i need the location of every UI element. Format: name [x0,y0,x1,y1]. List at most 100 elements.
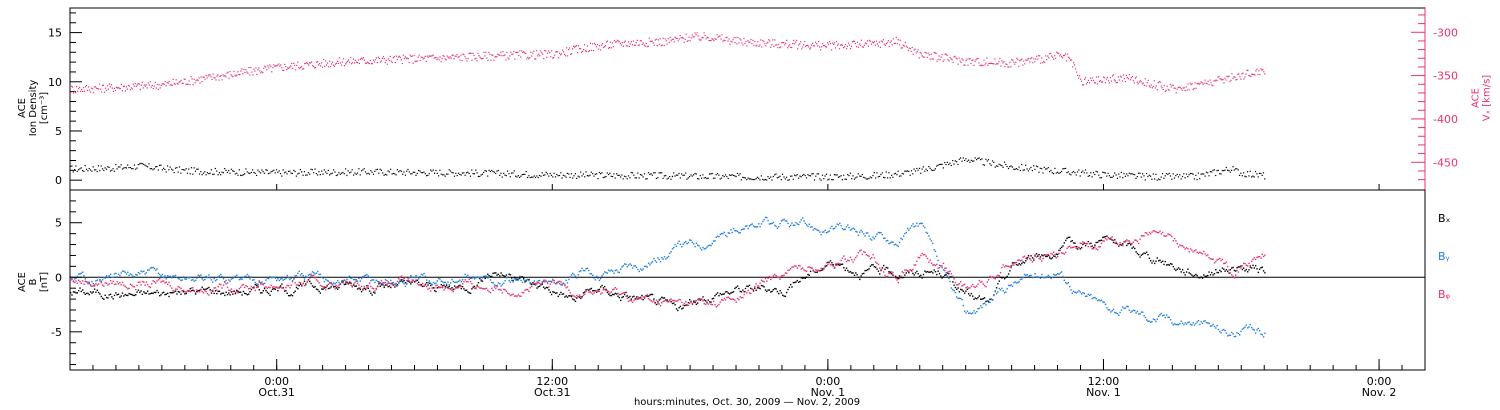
data-point [374,281,376,284]
data-point [271,276,274,279]
data-point [593,292,595,294]
data-point [533,282,535,285]
data-point [915,52,917,54]
data-point [272,67,274,69]
data-point [1205,322,1208,324]
data-point [79,273,81,275]
data-point [418,281,420,283]
data-point [151,292,153,294]
data-point [465,289,468,291]
data-point [766,290,768,293]
data-point [553,172,555,174]
data-point [767,41,769,43]
data-point [177,285,179,288]
data-point [919,52,921,54]
data-point [584,291,586,293]
data-point [440,283,442,286]
data-point [1191,274,1193,276]
data-point [794,265,796,267]
data-point [894,275,897,278]
data-point [1076,291,1079,293]
data-point [112,298,114,300]
data-point [1118,79,1120,81]
data-point [728,174,731,176]
data-point [838,48,841,50]
data-point [157,279,160,281]
data-point [168,81,170,83]
data-point [758,287,760,289]
data-point [633,299,635,302]
data-point [758,45,760,47]
data-point [389,55,391,57]
data-point [273,286,275,288]
data-point [501,55,503,57]
data-point [555,51,557,53]
data-point [708,39,710,41]
data-point [1213,80,1215,82]
data-point [136,84,138,86]
data-point [105,296,108,299]
data-point [638,270,640,273]
data-point [953,163,955,165]
data-point [84,86,87,88]
data-point [295,175,297,177]
data-point [1086,295,1088,297]
data-point [734,299,736,301]
data-point [507,292,509,294]
data-point [417,56,419,58]
data-point [220,293,222,295]
data-point [1014,168,1016,170]
data-point [372,173,375,175]
data-point [990,276,992,279]
data-point [135,273,137,276]
data-point [1251,260,1253,263]
data-point [968,287,970,289]
data-point [1189,248,1192,250]
data-point [165,281,167,283]
data-point [768,177,770,179]
data-point [366,173,368,175]
data-point [434,290,436,292]
data-point [1178,86,1180,88]
data-point [424,284,427,286]
data-point [981,298,983,300]
data-point [279,65,281,67]
data-point [313,172,315,174]
data-point [823,231,825,233]
data-point [1009,61,1011,63]
data-point [1022,256,1024,258]
data-point [548,289,550,291]
data-point [411,55,413,57]
data-point [968,58,970,60]
data-point [256,283,258,285]
data-point [673,172,675,174]
data-point [228,289,230,291]
data-point [827,261,829,263]
data-point [916,167,918,170]
data-point [1134,239,1136,241]
data-point [1165,173,1168,175]
data-point [144,273,146,275]
data-point [292,67,294,70]
data-point [1084,295,1087,298]
data-point [374,292,376,294]
data-point [204,278,206,281]
data-point [1239,76,1241,78]
data-point [900,47,902,49]
data-point [882,39,884,41]
data-point [967,64,969,66]
data-point [653,257,655,260]
data-point [683,302,686,305]
data-point [693,300,695,302]
data-point [91,285,93,287]
data-point [489,53,491,55]
data-point [1007,265,1010,267]
data-point [631,44,633,46]
data-point [808,175,810,177]
data-point [1252,264,1254,267]
data-point [1119,176,1121,178]
data-point [1065,239,1067,242]
data-point [1075,245,1077,248]
data-point [858,43,861,45]
